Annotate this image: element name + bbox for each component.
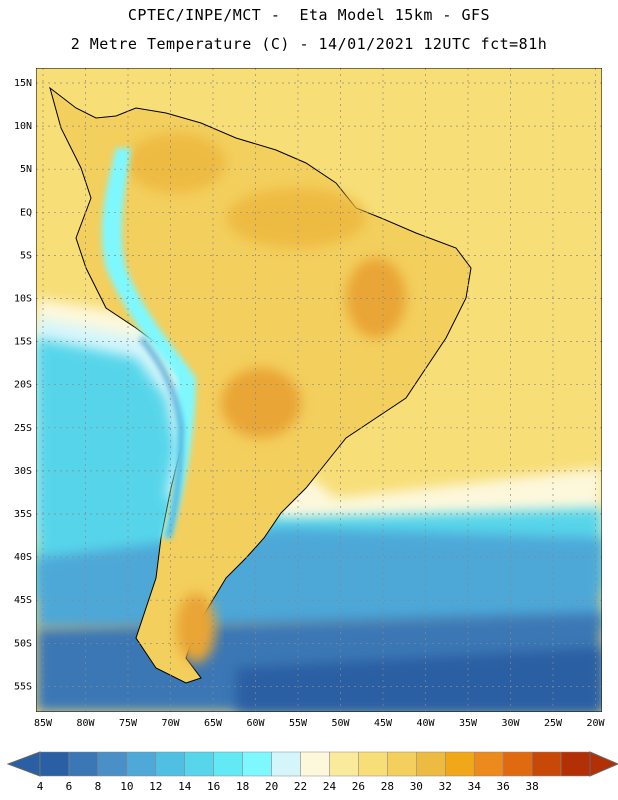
colorbar-label: 30 [410, 780, 423, 793]
colorbar-label: 36 [497, 780, 510, 793]
colorbar-box [97, 751, 128, 777]
map-svg [36, 68, 602, 712]
colorbar-box [68, 751, 99, 777]
colorbar-label: 38 [525, 780, 538, 793]
lat-tick-label: 50S [14, 638, 32, 649]
colorbar-box [387, 751, 417, 777]
lat-tick-label: 35S [14, 509, 32, 520]
lat-tick-label: 25S [14, 423, 32, 434]
colorbar-box [213, 751, 243, 777]
colorbar-label: 16 [207, 780, 220, 793]
colorbar-box [531, 751, 562, 777]
map-title: CPTEC/INPE/MCT - Eta Model 15km - GFS [127, 6, 491, 24]
lon-tick-label: 45W [374, 718, 393, 729]
colorbar-box [502, 751, 533, 777]
colorbar-label: 4 [37, 780, 44, 793]
lon-tick-label: 35W [459, 718, 478, 729]
lon-tick-label: 50W [331, 718, 350, 729]
colorbar-box [242, 751, 272, 777]
colorbar-box [473, 751, 504, 777]
lat-tick-label: 30S [14, 466, 32, 477]
hot-zone-patagonia [176, 593, 216, 663]
lon-tick-label: 55W [289, 718, 308, 729]
colorbar-high-arrow [589, 751, 618, 777]
colorbar-box [560, 751, 591, 777]
lat-tick-label: 55S [14, 681, 32, 692]
andes-cold-strip [101, 148, 196, 538]
colorbar: 4 6 8 10 12 14 16 18 20 22 24 26 28 30 32 34 36 38 [6, 751, 618, 793]
hot-zone-bahia [346, 258, 406, 338]
colorbar-label: 10 [120, 780, 133, 793]
lon-tick-label: 70W [161, 718, 180, 729]
lat-tick-label: 15S [14, 337, 32, 348]
lon-tick-label: 30W [501, 718, 520, 729]
colorbar-label: 22 [294, 780, 307, 793]
colorbar-box [358, 751, 388, 777]
map-subtitle: 2 Metre Temperature (C) - 14/01/2021 12U… [70, 35, 548, 53]
colorbar-label: 8 [95, 780, 102, 793]
lat-tick-label: 45S [14, 595, 32, 606]
colorbar-label: 18 [236, 780, 249, 793]
lat-tick-label: 10S [14, 294, 32, 305]
lat-tick-label: 10N [14, 121, 32, 132]
colorbar-label: 32 [439, 780, 452, 793]
colorbar-low-arrow [6, 751, 41, 777]
colorbar-label: 24 [323, 780, 337, 793]
colorbar-box [300, 751, 330, 777]
colorbar-label: 14 [178, 780, 192, 793]
lon-tick-label: 85W [34, 718, 53, 729]
hot-zone-chaco [221, 368, 301, 438]
lat-tick-label: 20S [14, 380, 32, 391]
lat-tick-label: 15N [14, 78, 32, 89]
graticule [36, 68, 602, 712]
lat-tick-label: 40S [14, 552, 32, 563]
lat-tick-label: EQ [20, 207, 32, 218]
colorbar-box [416, 751, 446, 777]
lon-tick-label: 65W [204, 718, 223, 729]
axis-ticks: 15N 10N 5N EQ 5S 10S 15S 20S 25S 30S 35S 40S 45S 50S 5… [14, 78, 606, 729]
colorbar-label: 20 [265, 780, 278, 793]
colorbar-box [329, 751, 359, 777]
lon-tick-label: 20W [586, 718, 605, 729]
colorbar-label: 26 [352, 780, 365, 793]
hot-zone-venezuela [126, 133, 226, 193]
colorbar-box [271, 751, 301, 777]
hot-zone-amazon [226, 188, 366, 248]
lat-tick-label: 5N [20, 164, 32, 175]
colorbar-box [184, 751, 214, 777]
colorbar-label: 6 [66, 780, 73, 793]
lon-tick-label: 75W [119, 718, 138, 729]
colorbar-label: 12 [149, 780, 162, 793]
colorbar-label: 34 [468, 780, 482, 793]
lon-tick-label: 80W [76, 718, 95, 729]
lon-tick-label: 25W [544, 718, 563, 729]
lat-tick-label: 5S [20, 250, 32, 261]
colorbar-label: 28 [381, 780, 394, 793]
temperature-map [36, 68, 602, 712]
colorbar-box [445, 751, 475, 777]
colorbar-box [126, 751, 157, 777]
colorbar-box [39, 751, 70, 777]
lon-tick-label: 40W [416, 718, 435, 729]
lon-tick-label: 60W [246, 718, 265, 729]
colorbar-box [155, 751, 185, 777]
